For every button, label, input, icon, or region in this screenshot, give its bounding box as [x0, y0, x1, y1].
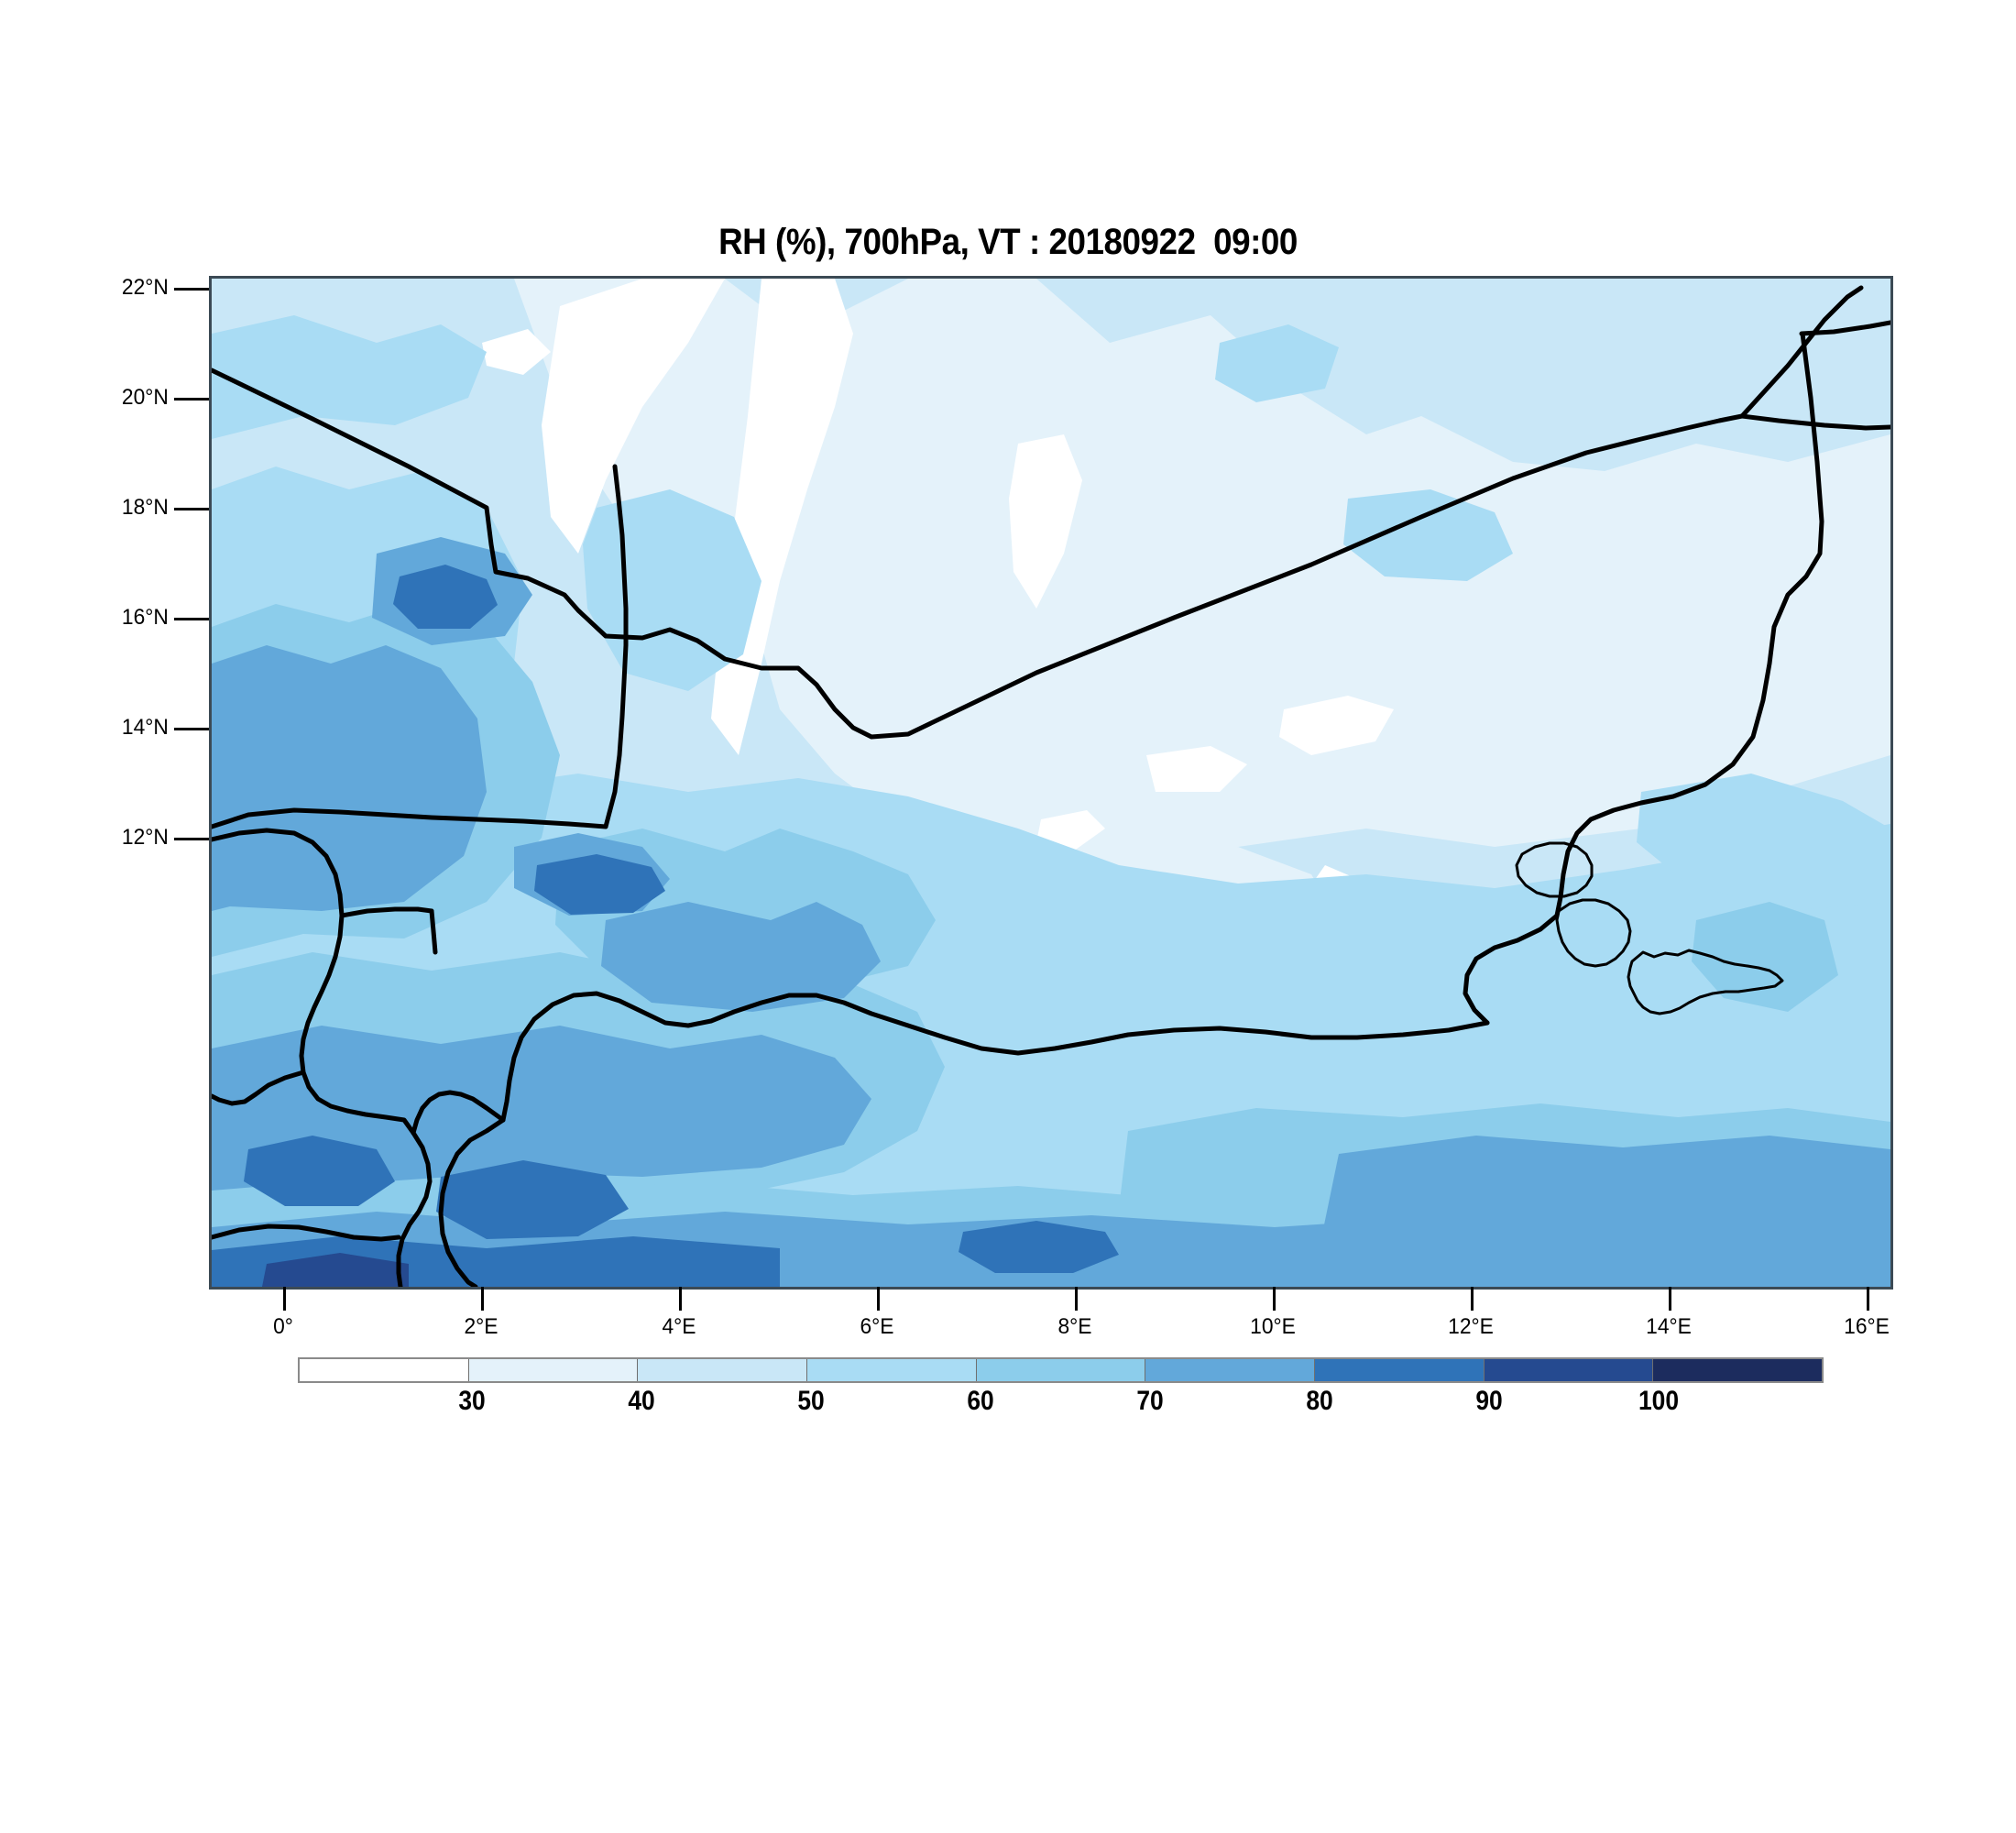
x-tick-16E	[1867, 1287, 1869, 1311]
colorbar-band-90-100	[1484, 1359, 1654, 1381]
colorbar-band-lt30	[300, 1359, 469, 1381]
y-label-12N: 12°N	[121, 825, 169, 850]
y-tick-18N	[174, 508, 209, 510]
colorbar-label-100: 100	[1638, 1386, 1680, 1416]
y-tick-20N	[174, 398, 209, 401]
x-tick-8E	[1075, 1287, 1078, 1311]
y-label-20N: 20°N	[121, 385, 169, 410]
colorbar-band-40-50	[638, 1359, 808, 1381]
colorbar-label-30: 30	[458, 1386, 486, 1416]
colorbar-label-90: 90	[1475, 1386, 1503, 1416]
colorbar-label-80: 80	[1306, 1386, 1333, 1416]
colorbar-band-30-40	[468, 1359, 639, 1381]
map-raster-clip	[212, 279, 1890, 1287]
rh-contour-field	[212, 279, 1890, 1287]
colorbar[interactable]	[298, 1357, 1824, 1383]
colorbar-band-70-80	[1145, 1359, 1316, 1381]
y-label-22N: 22°N	[121, 275, 169, 300]
y-tick-12N	[174, 838, 209, 840]
x-tick-6E	[877, 1287, 880, 1311]
x-label-4E: 4°E	[662, 1314, 696, 1339]
x-label-2E: 2°E	[464, 1314, 499, 1339]
x-tick-10E	[1273, 1287, 1276, 1311]
x-label-14E: 14°E	[1646, 1314, 1692, 1339]
y-tick-16N	[174, 618, 209, 620]
x-label-6E: 6°E	[860, 1314, 894, 1339]
y-label-16N: 16°N	[121, 605, 169, 630]
x-tick-14E	[1669, 1287, 1671, 1311]
x-tick-2E	[481, 1287, 484, 1311]
y-label-14N: 14°N	[121, 715, 169, 740]
colorbar-label-50: 50	[797, 1386, 825, 1416]
colorbar-label-60: 60	[967, 1386, 994, 1416]
page-title: RH (%), 700hPa, VT : 20180922 09:00	[718, 222, 1298, 262]
y-label-18N: 18°N	[121, 495, 169, 520]
x-label-12E: 12°E	[1448, 1314, 1494, 1339]
x-tick-12E	[1471, 1287, 1474, 1311]
y-tick-14N	[174, 728, 209, 730]
colorbar-band-60-70	[976, 1359, 1146, 1381]
x-tick-4E	[679, 1287, 682, 1311]
y-tick-22N	[174, 288, 209, 291]
colorbar-label-70: 70	[1136, 1386, 1164, 1416]
map-plot-area[interactable]	[209, 276, 1893, 1290]
x-label-0: 0°	[273, 1314, 293, 1339]
colorbar-band-gt100	[1653, 1359, 1823, 1381]
x-label-16E: 16°E	[1844, 1314, 1890, 1339]
colorbar-band-50-60	[807, 1359, 977, 1381]
x-tick-0	[283, 1287, 286, 1311]
colorbar-label-40: 40	[628, 1386, 655, 1416]
x-label-8E: 8°E	[1057, 1314, 1092, 1339]
colorbar-band-80-90	[1315, 1359, 1485, 1381]
x-label-10E: 10°E	[1250, 1314, 1296, 1339]
